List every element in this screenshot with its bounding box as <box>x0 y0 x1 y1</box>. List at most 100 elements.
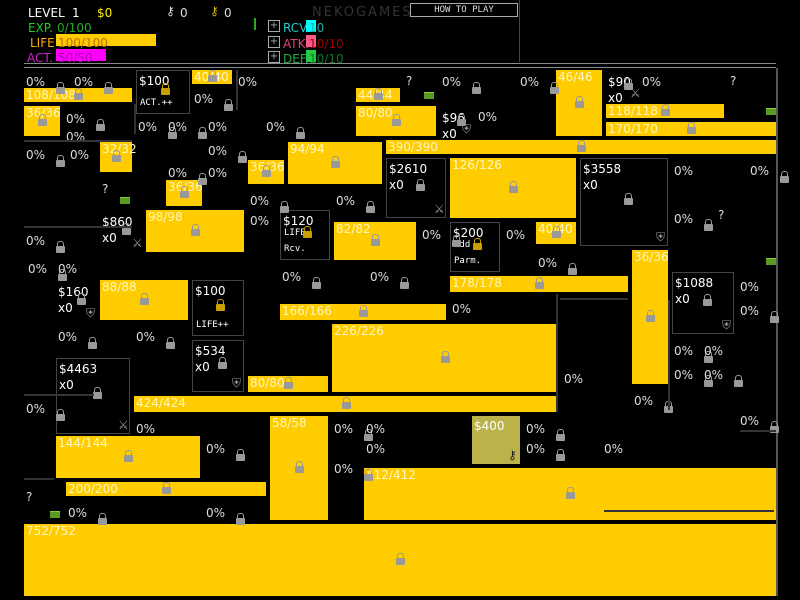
percent-cell[interactable]: 0% <box>138 120 158 134</box>
percent-cell[interactable]: 0% <box>674 212 694 226</box>
shop-item[interactable]: $400 <box>472 416 520 464</box>
shop-item[interactable]: $1088 x0 <box>672 272 734 334</box>
shop-count: x0 <box>59 378 74 392</box>
percent-cell[interactable]: 0% <box>206 506 226 520</box>
percent-cell[interactable]: 0% <box>750 164 770 178</box>
percent-cell[interactable]: 0% <box>526 422 546 436</box>
percent-cell[interactable]: 0% <box>674 344 694 358</box>
rcv-plus-button[interactable]: + <box>268 20 280 32</box>
percent-cell[interactable]: 0% <box>136 422 156 436</box>
percent-cell[interactable]: 0% <box>70 148 90 162</box>
percent-cell[interactable]: 0% <box>282 270 302 284</box>
percent-cell[interactable]: 0% <box>704 368 724 382</box>
percent-cell[interactable]: 0% <box>538 256 558 270</box>
def-plus-button[interactable]: + <box>268 51 280 63</box>
enemy-block[interactable]: 98/98 <box>146 210 244 252</box>
wall <box>560 298 628 300</box>
percent-cell[interactable]: 0% <box>674 164 694 178</box>
percent-cell[interactable]: 0% <box>604 442 624 456</box>
percent-cell[interactable]: 0% <box>634 394 654 408</box>
unknown-cell[interactable]: ? <box>102 182 109 196</box>
percent-cell[interactable]: 0% <box>26 402 46 416</box>
percent-cell[interactable]: 0% <box>250 214 270 228</box>
percent-cell[interactable]: 0% <box>168 120 188 134</box>
percent-cell[interactable]: 0% <box>674 368 694 382</box>
percent-cell[interactable]: 0% <box>740 414 760 428</box>
percent-cell[interactable]: 0% <box>520 75 540 89</box>
percent-cell[interactable]: 0% <box>452 302 472 316</box>
percent-cell[interactable]: 0% <box>250 194 270 208</box>
percent-cell[interactable]: 0% <box>442 75 462 89</box>
lock-icon <box>441 351 450 363</box>
lock-icon <box>366 201 375 213</box>
percent-cell[interactable]: 0% <box>58 330 78 344</box>
percent-cell[interactable]: 0% <box>136 330 156 344</box>
lock-icon <box>704 375 713 387</box>
shop-item[interactable]: $200 Add Parm. <box>450 222 500 272</box>
percent-cell[interactable]: 0% <box>370 270 390 284</box>
shop-item[interactable]: $100 LIFE++ <box>192 280 244 336</box>
percent-cell[interactable]: 0% <box>168 166 188 180</box>
unknown-cell[interactable]: ? <box>718 208 725 222</box>
sword-icon: ⚔ <box>434 202 445 216</box>
percent-cell[interactable]: 0% <box>194 92 214 106</box>
lock-icon <box>770 421 779 433</box>
percent-cell[interactable]: 0% <box>68 506 88 520</box>
lock-icon <box>191 224 200 236</box>
shop-item[interactable]: $120 LIFE Rcv. <box>280 210 330 260</box>
percent-cell[interactable]: 0% <box>238 75 258 89</box>
field-right-border <box>776 68 778 596</box>
money-value: $0 <box>97 6 113 20</box>
shop-item[interactable]: $100 ACT.++ <box>136 70 190 114</box>
percent-cell[interactable]: 0% <box>642 75 662 89</box>
shop-label: LIFE Rcv. <box>284 228 306 254</box>
lock-icon <box>552 226 561 238</box>
percent-cell[interactable]: 0% <box>28 262 48 276</box>
percent-cell[interactable]: 0% <box>478 110 498 124</box>
percent-cell[interactable]: 0% <box>334 462 354 476</box>
percent-cell[interactable]: 0% <box>66 112 86 126</box>
percent-cell[interactable]: 0% <box>74 75 94 89</box>
lock-icon <box>74 88 83 100</box>
percent-cell[interactable]: 0% <box>422 228 442 242</box>
percent-cell[interactable]: 0% <box>208 144 228 158</box>
shop-price: $1088 <box>675 276 714 290</box>
header-divider <box>519 0 520 62</box>
lock-icon <box>780 171 789 183</box>
percent-cell[interactable]: 0% <box>740 304 760 318</box>
percent-cell[interactable]: 0% <box>26 75 46 89</box>
percent-cell[interactable]: 0% <box>526 442 546 456</box>
percent-cell[interactable]: 0% <box>740 280 760 294</box>
percent-cell[interactable]: 0% <box>208 120 228 134</box>
unknown-cell[interactable]: ? <box>26 490 33 504</box>
shop-item[interactable]: $534 x0 <box>192 340 244 392</box>
shop-item[interactable]: $2610 x0 <box>386 158 446 218</box>
lock-icon <box>104 82 113 94</box>
how-to-play-button[interactable]: HOW TO PLAY <box>410 3 518 17</box>
percent-cell[interactable]: 0% <box>26 234 46 248</box>
percent-cell[interactable]: 0% <box>564 372 584 386</box>
enemy-block[interactable]: 80/80 <box>356 106 436 136</box>
unknown-cell[interactable]: ? <box>730 74 737 88</box>
percent-cell[interactable]: 0% <box>266 120 286 134</box>
unknown-cell[interactable]: ? <box>406 74 413 88</box>
atk-plus-button[interactable]: + <box>268 36 280 48</box>
level-label: LEVEL <box>28 6 65 20</box>
lock-icon <box>236 449 245 461</box>
percent-cell[interactable]: 0% <box>704 344 724 358</box>
shop-count: x0 <box>58 301 73 315</box>
percent-cell[interactable]: 0% <box>366 442 386 456</box>
shop-item[interactable]: $4463 x0 <box>56 358 130 434</box>
percent-cell[interactable]: 0% <box>366 422 386 436</box>
percent-cell[interactable]: 0% <box>206 442 226 456</box>
percent-cell[interactable]: 0% <box>506 228 526 242</box>
percent-cell[interactable]: 0% <box>336 194 356 208</box>
enemy-block[interactable]: 32/32 <box>100 142 137 172</box>
percent-cell[interactable]: 0% <box>334 422 354 436</box>
shop-item[interactable]: $3558 x0 <box>580 158 668 246</box>
percent-cell[interactable]: 0% <box>26 148 46 162</box>
percent-cell[interactable]: 0% <box>208 166 228 180</box>
act-label: ACT. <box>27 51 54 65</box>
percent-cell[interactable]: 0% <box>58 262 78 276</box>
